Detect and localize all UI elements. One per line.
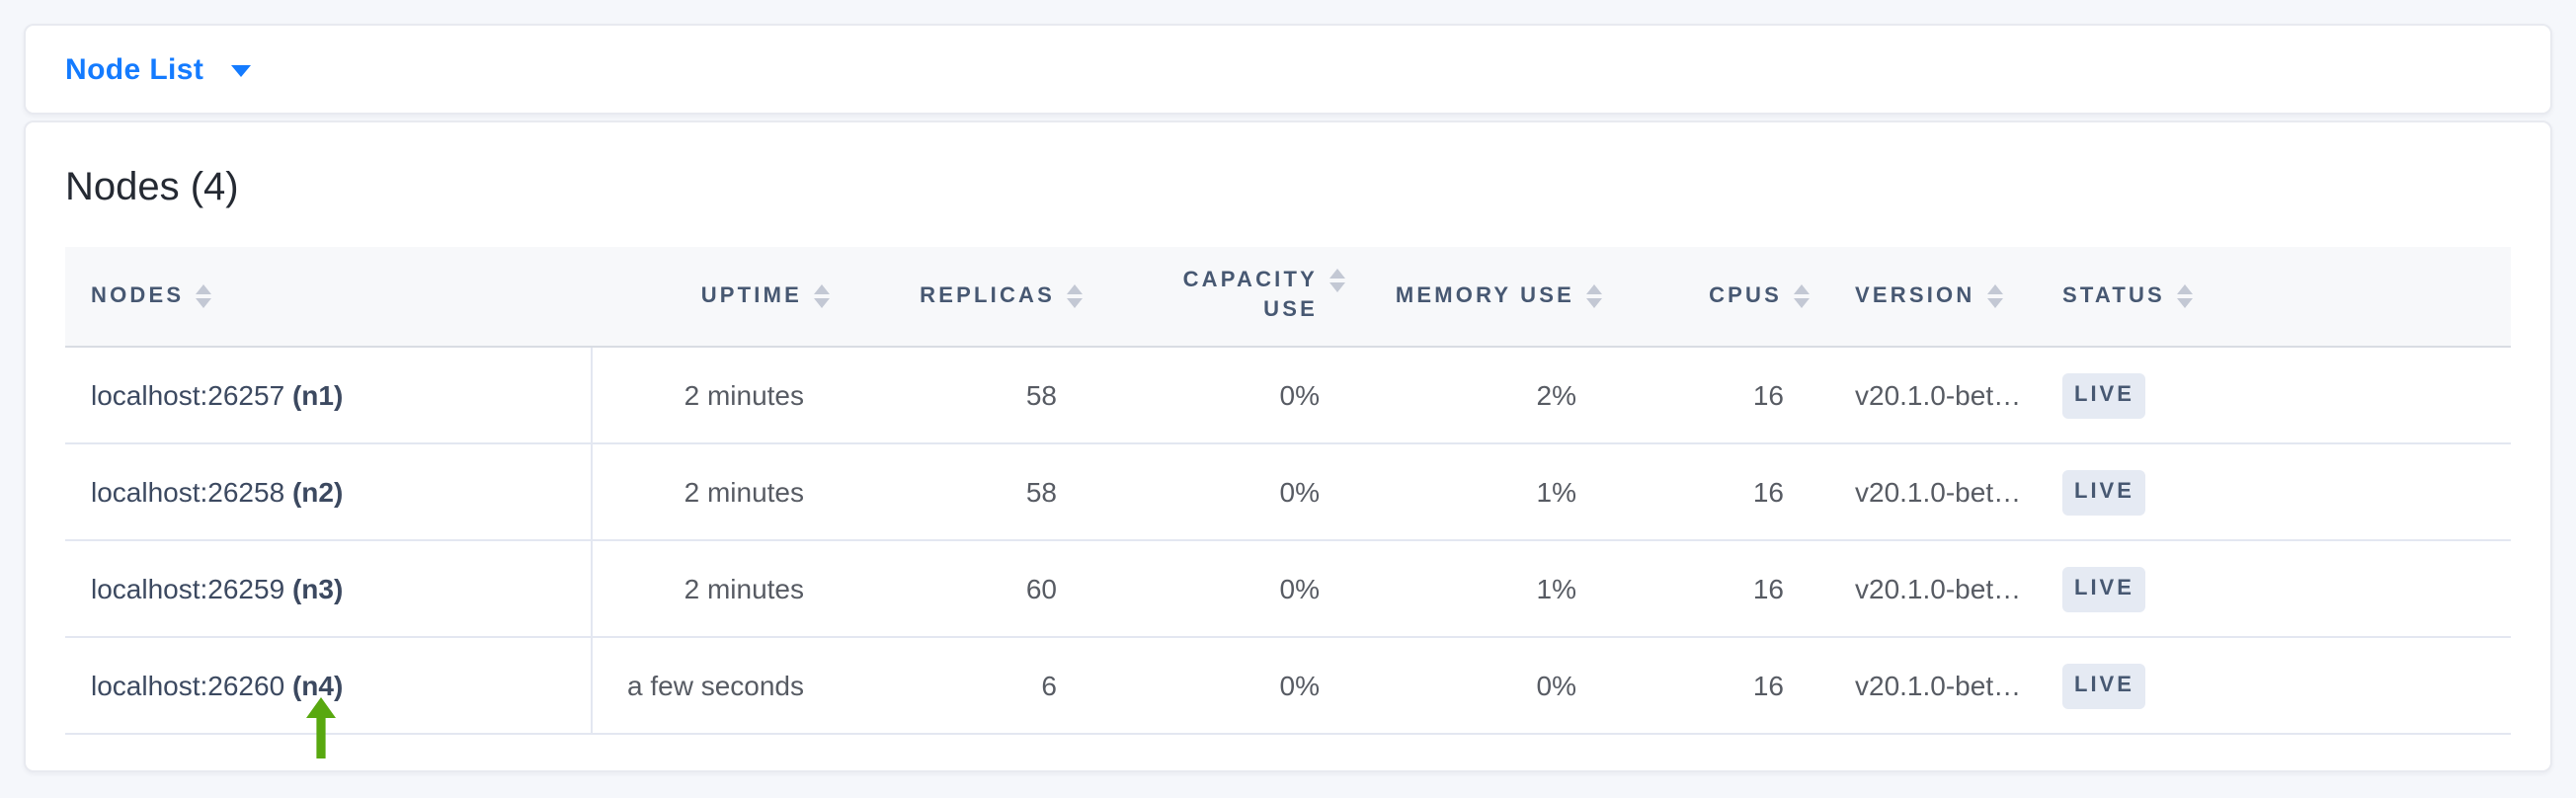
column-header-capacity-use[interactable]: CAPACITY USE — [1090, 247, 1353, 348]
nodes-table: NODES UPTIME REPLICAS — [65, 247, 2511, 735]
table-header-row: NODES UPTIME REPLICAS — [65, 247, 2511, 348]
column-label: CPUS — [1709, 284, 1782, 308]
column-label: CAPACITY USE — [1182, 269, 1318, 322]
column-label: STATUS — [2062, 284, 2165, 308]
column-header-cpus[interactable]: CPUS — [1610, 247, 1817, 348]
page-title: Nodes (4) — [65, 166, 239, 209]
node-id: (n2) — [291, 476, 344, 508]
column-header-status[interactable]: STATUS — [2025, 247, 2511, 348]
sort-icon — [1794, 284, 1810, 308]
cell-capacity-use: 0% — [1090, 443, 1353, 541]
cell-node-address[interactable]: localhost:26259 (n3) — [65, 540, 592, 638]
column-header-nodes[interactable]: NODES — [65, 247, 591, 348]
column-label: VERSION — [1855, 284, 1975, 308]
cell-cpus: 16 — [1610, 540, 1817, 638]
status-badge: LIVE — [2062, 372, 2146, 418]
table-row: localhost:26259 (n3) 2 minutes 60 0% 1% … — [65, 540, 2511, 638]
view-selector-bar: Node List — [24, 24, 2552, 115]
cell-capacity-use: 0% — [1090, 540, 1353, 638]
column-header-uptime[interactable]: UPTIME — [591, 247, 838, 348]
cell-memory-use: 1% — [1353, 443, 1610, 541]
cell-replicas: 60 — [838, 540, 1090, 638]
cell-memory-use: 1% — [1353, 540, 1610, 638]
column-label: REPLICAS — [920, 284, 1055, 308]
cell-version: v20.1.0-bet… — [1817, 443, 2025, 541]
column-header-memory-use[interactable]: MEMORY USE — [1353, 247, 1610, 348]
cell-uptime: 2 minutes — [591, 347, 838, 444]
cell-status: LIVE — [2025, 347, 2511, 444]
cell-status: LIVE — [2025, 443, 2511, 541]
cell-node-address[interactable]: localhost:26258 (n2) — [65, 443, 592, 541]
table-row: localhost:26258 (n2) 2 minutes 58 0% 1% … — [65, 443, 2511, 541]
cell-version: v20.1.0-bet… — [1817, 637, 2025, 735]
node-address: localhost:26257 — [91, 379, 285, 411]
sort-icon — [1586, 284, 1602, 308]
node-list-dropdown[interactable]: Node List — [65, 52, 252, 86]
node-address: localhost:26258 — [91, 476, 285, 508]
sort-icon — [1067, 284, 1083, 308]
cell-capacity-use: 0% — [1090, 637, 1353, 735]
cell-version: v20.1.0-bet… — [1817, 347, 2025, 444]
node-id: (n3) — [291, 573, 344, 604]
column-label: UPTIME — [700, 284, 802, 308]
cell-uptime: 2 minutes — [591, 540, 838, 638]
node-id: (n4) — [291, 670, 344, 701]
node-id: (n1) — [291, 379, 344, 411]
column-header-replicas[interactable]: REPLICAS — [838, 247, 1090, 348]
column-label: MEMORY USE — [1395, 284, 1574, 308]
node-address: localhost:26259 — [91, 573, 285, 604]
cell-memory-use: 2% — [1353, 347, 1610, 444]
cell-cpus: 16 — [1610, 347, 1817, 444]
sort-icon — [196, 284, 212, 308]
cell-replicas: 58 — [838, 443, 1090, 541]
cell-memory-use: 0% — [1353, 637, 1610, 735]
sort-icon — [814, 284, 830, 308]
chevron-down-icon — [231, 65, 252, 77]
cell-node-address[interactable]: localhost:26257 (n1) — [65, 347, 592, 444]
cell-uptime: 2 minutes — [591, 443, 838, 541]
node-address: localhost:26260 — [91, 670, 285, 701]
cell-status: LIVE — [2025, 637, 2511, 735]
status-badge: LIVE — [2062, 469, 2146, 515]
sort-icon — [2176, 284, 2193, 308]
nodes-card: Nodes (4) NODES UPTIME — [24, 120, 2552, 772]
column-header-version[interactable]: VERSION — [1817, 247, 2025, 348]
column-label: NODES — [91, 284, 185, 308]
status-badge: LIVE — [2062, 663, 2146, 708]
cell-cpus: 16 — [1610, 443, 1817, 541]
cell-capacity-use: 0% — [1090, 347, 1353, 444]
table-row: localhost:26260 (n4) a few seconds 6 0% … — [65, 637, 2511, 735]
sort-icon — [1986, 284, 2003, 308]
cell-version: v20.1.0-bet… — [1817, 540, 2025, 638]
cell-uptime: a few seconds — [591, 637, 838, 735]
status-badge: LIVE — [2062, 566, 2146, 611]
cell-node-address[interactable]: localhost:26260 (n4) — [65, 637, 592, 735]
cell-cpus: 16 — [1610, 637, 1817, 735]
node-list-dropdown-label: Node List — [65, 52, 204, 86]
green-up-arrow-icon — [306, 697, 336, 758]
cell-replicas: 58 — [838, 347, 1090, 444]
table-row: localhost:26257 (n1) 2 minutes 58 0% 2% … — [65, 347, 2511, 444]
cell-status: LIVE — [2025, 540, 2511, 638]
sort-icon — [1329, 269, 1345, 292]
cell-replicas: 6 — [838, 637, 1090, 735]
